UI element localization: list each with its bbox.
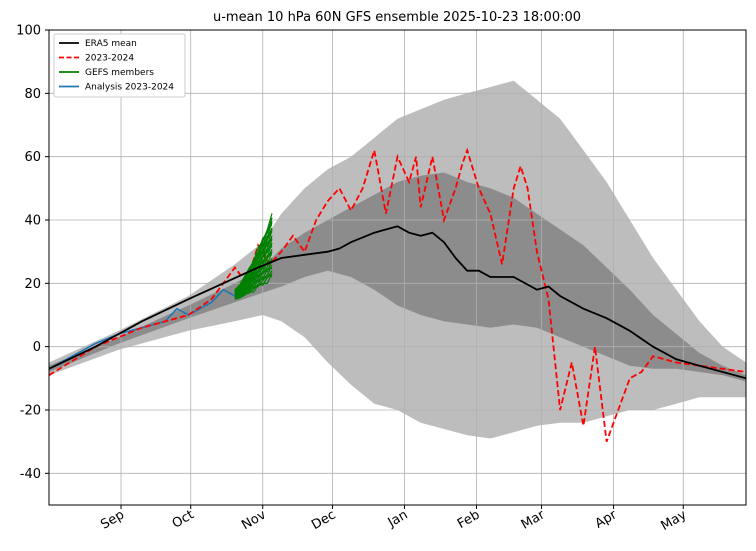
y-tick-label: 100: [16, 24, 41, 39]
y-tick-label: -40: [20, 467, 41, 482]
plot-contents: [49, 30, 746, 505]
gefs-member-line: [234, 265, 273, 299]
legend-label: ERA5 mean: [85, 39, 137, 49]
chart-title: u-mean 10 hPa 60N GFS ensemble 2025-10-2…: [213, 10, 581, 25]
series-analysis-2023-2024: [49, 276, 255, 370]
axes-frame: [48, 29, 747, 506]
ensemble-band-inner-band: [49, 172, 746, 382]
series-2023-2024: [49, 147, 746, 443]
legend: ERA5 mean 2023-2024 GEFS members Analysis 2…: [53, 33, 186, 98]
y-tick-label: 40: [24, 214, 41, 229]
gefs-member-line: [234, 213, 273, 291]
y-tick-label: 60: [24, 150, 41, 165]
y-tick-label: 20: [24, 277, 41, 292]
y-tick-label: -20: [20, 404, 41, 419]
y-tick-label: 0: [33, 340, 41, 355]
legend-label: Analysis 2023-2024: [85, 83, 174, 93]
legend-frame: [53, 33, 186, 98]
legend-label: GEFS members: [85, 68, 154, 78]
gefs-member-line: [234, 273, 273, 300]
gefs-member-lines: [234, 213, 273, 300]
series-era5-mean: [49, 225, 746, 380]
y-tick-label: 80: [24, 87, 41, 102]
legend-label: 2023-2024: [85, 54, 134, 64]
